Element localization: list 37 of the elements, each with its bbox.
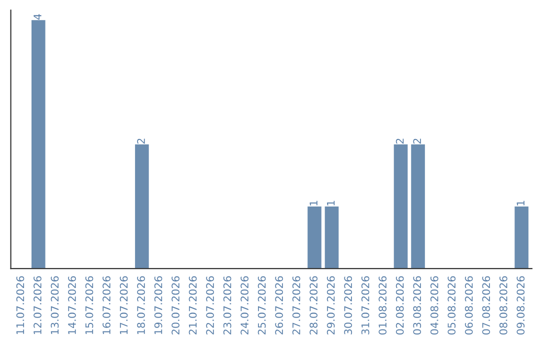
data-label: 1 bbox=[327, 200, 335, 206]
data-label: 2 bbox=[413, 138, 421, 144]
x-tick-label: 15.07.2026 bbox=[85, 276, 94, 334]
x-tick-label: 24.07.2026 bbox=[240, 276, 248, 334]
data-label: 4 bbox=[34, 14, 42, 20]
x-tick-label: 31.07.2026 bbox=[361, 276, 370, 334]
x-tick-label: 18.07.2026 bbox=[137, 276, 145, 334]
x-tick-label: 14.07.2026 bbox=[68, 276, 76, 334]
x-tick-label: 27.07.2026 bbox=[292, 276, 300, 334]
x-tick-label: 28.07.2026 bbox=[310, 276, 318, 334]
x-tick-label: 08.08.2026 bbox=[499, 276, 508, 334]
x-tick-label: 11.07.2026 bbox=[16, 276, 24, 334]
x-tick-label: 13.07.2026 bbox=[50, 276, 59, 334]
x-tick-label: 26.07.2026 bbox=[275, 276, 283, 334]
x-tick-label: 19.07.2026 bbox=[154, 276, 162, 334]
x-tick-label: 16.07.2026 bbox=[102, 276, 110, 334]
data-label: 2 bbox=[137, 138, 145, 144]
x-tick-label: 05.08.2026 bbox=[448, 276, 456, 334]
x-tick-label: 21.07.2026 bbox=[188, 276, 197, 334]
x-tick-label: 03.08.2026 bbox=[413, 276, 422, 334]
x-tick-label: 01.08.2026 bbox=[378, 276, 387, 334]
x-tick-label: 09.08.2026 bbox=[516, 276, 525, 334]
x-tick-label: 12.07.2026 bbox=[34, 276, 42, 334]
data-label: 1 bbox=[516, 200, 524, 206]
x-tick-label: 06.08.2026 bbox=[464, 276, 473, 334]
x-tick-label: 25.07.2026 bbox=[258, 276, 266, 334]
x-tick-label: 23.07.2026 bbox=[223, 276, 232, 334]
x-tick-label: 04.08.2026 bbox=[430, 276, 438, 334]
x-tick-label: 20.07.2026 bbox=[172, 276, 180, 334]
x-tick-label: 02.08.2026 bbox=[396, 276, 404, 334]
x-tick-label: 07.08.2026 bbox=[482, 276, 490, 334]
x-tick-label: 29.07.2026 bbox=[326, 276, 335, 334]
x-tick-label: 17.07.2026 bbox=[120, 276, 128, 334]
data-label: 1 bbox=[310, 200, 318, 206]
data-label: 2 bbox=[396, 138, 404, 144]
x-tick-label: 22.07.2026 bbox=[206, 276, 214, 334]
x-tick-label: 30.07.2026 bbox=[344, 276, 352, 334]
